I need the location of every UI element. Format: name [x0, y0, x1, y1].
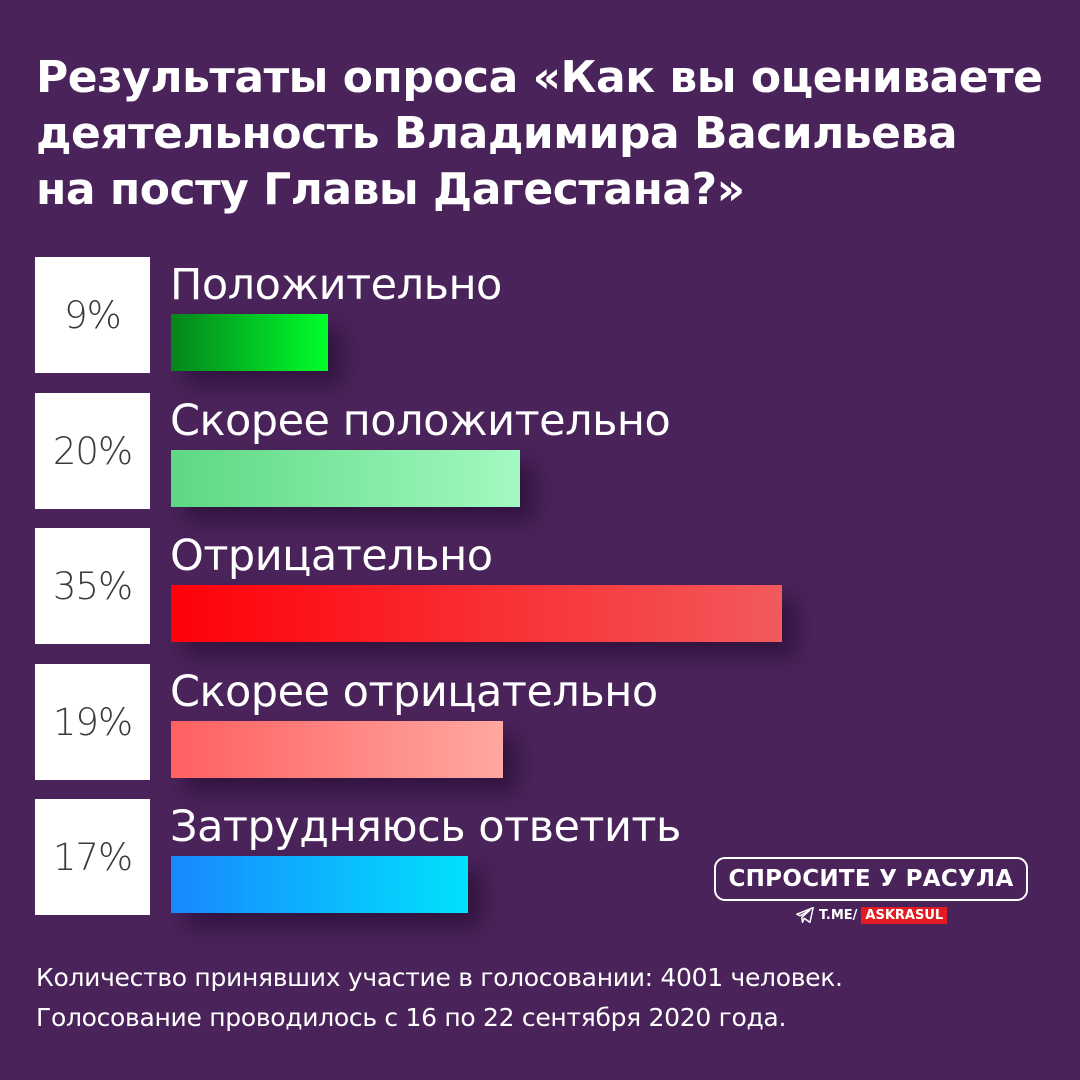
percent-box: 35% [35, 528, 150, 644]
telegram-handle: ASKRASUL [861, 906, 948, 924]
bar [171, 721, 503, 778]
bar-row: 17% Затрудняюсь ответить [0, 799, 1080, 915]
footer-line-participants: Количество принявших участие в голосован… [36, 963, 843, 992]
percent-box: 20% [35, 393, 150, 509]
category-label: Отрицательно [170, 531, 493, 581]
bar-row: 19% Скорее отрицательно [0, 664, 1080, 780]
brand-badge[interactable]: СПРОСИТЕ У РАСУЛА [714, 857, 1028, 901]
footer-note: Количество принявших участие в голосован… [36, 958, 1046, 1038]
data-label: 20% [52, 429, 133, 473]
category-label: Затрудняюсь ответить [170, 802, 681, 852]
percent-box: 17% [35, 799, 150, 915]
data-label: 19% [52, 700, 133, 744]
bar-row: 35% Отрицательно [0, 528, 1080, 644]
title-line: Результаты опроса «Как вы оцениваете [36, 52, 1043, 103]
title-line: деятельность Владимира Васильева [36, 108, 958, 159]
page-title: Результаты опроса «Как вы оцениваете дея… [36, 50, 1046, 218]
footer-line-dates: Голосование проводилось с 16 по 22 сентя… [36, 1003, 787, 1032]
bar-row: 20% Скорее положительно [0, 393, 1080, 509]
percent-box: 9% [35, 257, 150, 373]
telegram-icon [796, 906, 814, 924]
data-label: 9% [64, 293, 122, 337]
telegram-link[interactable]: T.ME/ASKRASUL [795, 904, 948, 926]
bar-row: 9% Положительно [0, 257, 1080, 373]
category-label: Скорее отрицательно [170, 667, 658, 717]
data-label: 17% [52, 835, 133, 879]
telegram-link-prefix: T.ME/ [819, 907, 858, 923]
percent-box: 19% [35, 664, 150, 780]
category-label: Положительно [170, 260, 502, 310]
bar [171, 314, 328, 371]
bar [171, 585, 782, 642]
data-label: 35% [52, 564, 133, 608]
bar [171, 450, 520, 507]
title-line: на посту Главы Дагестана?» [36, 164, 745, 215]
category-label: Скорее положительно [170, 396, 671, 446]
bar [171, 856, 468, 913]
